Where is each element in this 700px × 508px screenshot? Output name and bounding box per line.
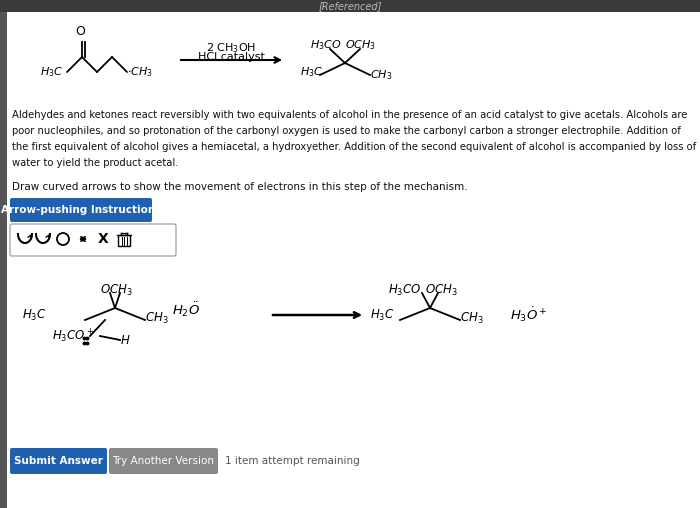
Text: $CH_3$: $CH_3$ bbox=[145, 310, 169, 326]
Text: Draw curved arrows to show the movement of electrons in this step of the mechani: Draw curved arrows to show the movement … bbox=[12, 182, 468, 192]
Text: $H_3C$: $H_3C$ bbox=[300, 65, 323, 79]
Text: poor nucleophiles, and so protonation of the carbonyl oxygen is used to make the: poor nucleophiles, and so protonation of… bbox=[12, 126, 681, 136]
FancyBboxPatch shape bbox=[10, 198, 152, 222]
Text: $H_3CO$: $H_3CO$ bbox=[310, 38, 342, 52]
FancyBboxPatch shape bbox=[10, 448, 107, 474]
Text: Submit Answer: Submit Answer bbox=[14, 456, 103, 466]
Text: $OCH_3$: $OCH_3$ bbox=[425, 283, 458, 298]
Text: $H_3CO^+$: $H_3CO^+$ bbox=[52, 327, 94, 345]
Text: 2 CH$_3$OH: 2 CH$_3$OH bbox=[206, 41, 256, 55]
Text: O: O bbox=[75, 25, 85, 38]
Text: $H_3CO$: $H_3CO$ bbox=[388, 283, 421, 298]
Bar bbox=[118, 235, 130, 246]
Text: Arrow-pushing Instructions: Arrow-pushing Instructions bbox=[1, 205, 161, 215]
Text: Try Another Version: Try Another Version bbox=[113, 456, 214, 466]
Text: water to yield the product acetal.: water to yield the product acetal. bbox=[12, 158, 178, 168]
Text: $H$: $H$ bbox=[120, 333, 130, 346]
Text: $H_2\ddot{O}$: $H_2\ddot{O}$ bbox=[172, 301, 200, 320]
Text: Aldehydes and ketones react reversibly with two equivalents of alcohol in the pr: Aldehydes and ketones react reversibly w… bbox=[12, 110, 687, 120]
Text: $OCH_3$: $OCH_3$ bbox=[345, 38, 376, 52]
Text: X: X bbox=[97, 232, 108, 246]
Text: HCl catalyst: HCl catalyst bbox=[197, 52, 265, 62]
Text: $\cdot CH_3$: $\cdot CH_3$ bbox=[127, 65, 153, 79]
Text: $H_3\dot{O}^+$: $H_3\dot{O}^+$ bbox=[510, 306, 547, 325]
FancyBboxPatch shape bbox=[109, 448, 218, 474]
Text: [Referenced]: [Referenced] bbox=[318, 1, 382, 11]
Text: $OCH_3$: $OCH_3$ bbox=[100, 283, 133, 298]
Text: $H_3C$: $H_3C$ bbox=[40, 65, 64, 79]
FancyBboxPatch shape bbox=[10, 224, 176, 256]
Bar bbox=[0, 12, 7, 508]
Text: the first equivalent of alcohol gives a hemiacetal, a hydroxyether. Addition of : the first equivalent of alcohol gives a … bbox=[12, 142, 696, 152]
Text: 1 item attempt remaining: 1 item attempt remaining bbox=[225, 456, 360, 466]
Text: $CH_3$: $CH_3$ bbox=[370, 68, 393, 82]
Text: $H_3C$: $H_3C$ bbox=[370, 307, 395, 323]
Bar bbox=[0, 0, 700, 12]
Text: $H_3C$: $H_3C$ bbox=[22, 307, 47, 323]
Text: $CH_3$: $CH_3$ bbox=[460, 310, 484, 326]
